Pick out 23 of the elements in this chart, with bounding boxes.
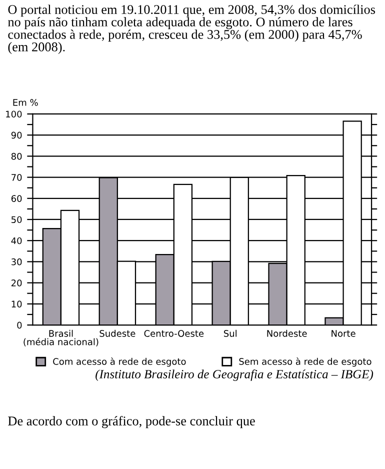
y-tick-label: 20 <box>11 280 22 286</box>
y-tick-label: 100 <box>6 110 22 118</box>
chart-title: O portal noticiou em 19.10.2011 que, em 2008, 54,3% dos domicílios no país não tinham coleta adequada de esgoto. O número de lares conectados à rede, porém, cresceu de 33,5% (em 2000) para 45,7% (em 2008). <box>8 4 376 54</box>
y-tick-label: 80 <box>11 152 22 160</box>
y-tick-label: 40 <box>11 237 22 244</box>
y-axis-title: Em % <box>13 99 38 106</box>
x-tick-label: Norte <box>332 330 356 337</box>
x-tick-label: Centro-Oeste <box>144 330 204 337</box>
x-tick-label: Brasil (média nacional) <box>24 330 98 346</box>
text: (Instituto Brasileiro de Geografia e Estatística – IBGE) <box>96 369 374 381</box>
y-tick-label: 50 <box>12 216 22 224</box>
legend-label: Com acesso à rede de esgoto <box>53 358 186 367</box>
x-tick-label: Nordeste <box>267 330 307 337</box>
y-tick-label: 10 <box>12 300 22 308</box>
legend-label: Sem acesso à rede de esgoto <box>239 358 372 367</box>
x-tick-label: Sudeste <box>100 330 136 337</box>
y-tick-label: 90 <box>11 132 22 139</box>
y-tick-label: 0 <box>17 322 22 329</box>
text: De acordo com o gráfico, pode-se concluir que <box>8 416 255 428</box>
y-tick-label: 70 <box>12 174 22 181</box>
x-tick-label: Sul <box>224 330 236 337</box>
y-tick-label: 30 <box>12 258 22 266</box>
y-tick-label: 60 <box>11 195 22 202</box>
